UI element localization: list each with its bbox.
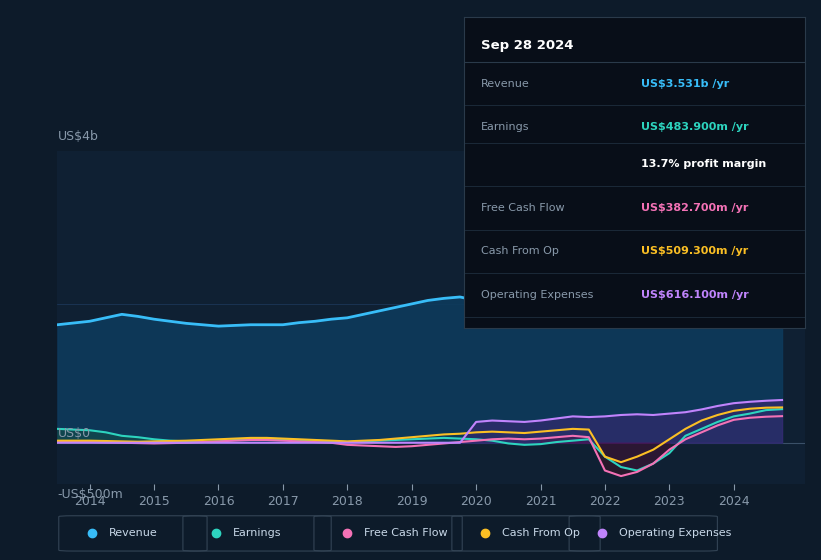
Text: 13.7% profit margin: 13.7% profit margin xyxy=(641,160,766,170)
Text: Earnings: Earnings xyxy=(232,529,281,538)
Text: US$0: US$0 xyxy=(57,427,90,440)
Text: US$509.300m /yr: US$509.300m /yr xyxy=(641,246,748,256)
Text: Operating Expenses: Operating Expenses xyxy=(481,290,594,300)
Text: Cash From Op: Cash From Op xyxy=(481,246,559,256)
Text: US$3.531b /yr: US$3.531b /yr xyxy=(641,78,729,88)
Text: US$483.900m /yr: US$483.900m /yr xyxy=(641,122,749,132)
Text: US$616.100m /yr: US$616.100m /yr xyxy=(641,290,749,300)
Text: Revenue: Revenue xyxy=(481,78,530,88)
Text: Operating Expenses: Operating Expenses xyxy=(619,529,732,538)
Text: Free Cash Flow: Free Cash Flow xyxy=(481,203,565,213)
Text: Cash From Op: Cash From Op xyxy=(502,529,580,538)
Text: Earnings: Earnings xyxy=(481,122,530,132)
Text: Revenue: Revenue xyxy=(108,529,157,538)
Text: Free Cash Flow: Free Cash Flow xyxy=(364,529,447,538)
Text: US$4b: US$4b xyxy=(57,130,99,143)
Text: Sep 28 2024: Sep 28 2024 xyxy=(481,39,573,52)
Text: -US$500m: -US$500m xyxy=(57,488,123,501)
Text: US$382.700m /yr: US$382.700m /yr xyxy=(641,203,749,213)
